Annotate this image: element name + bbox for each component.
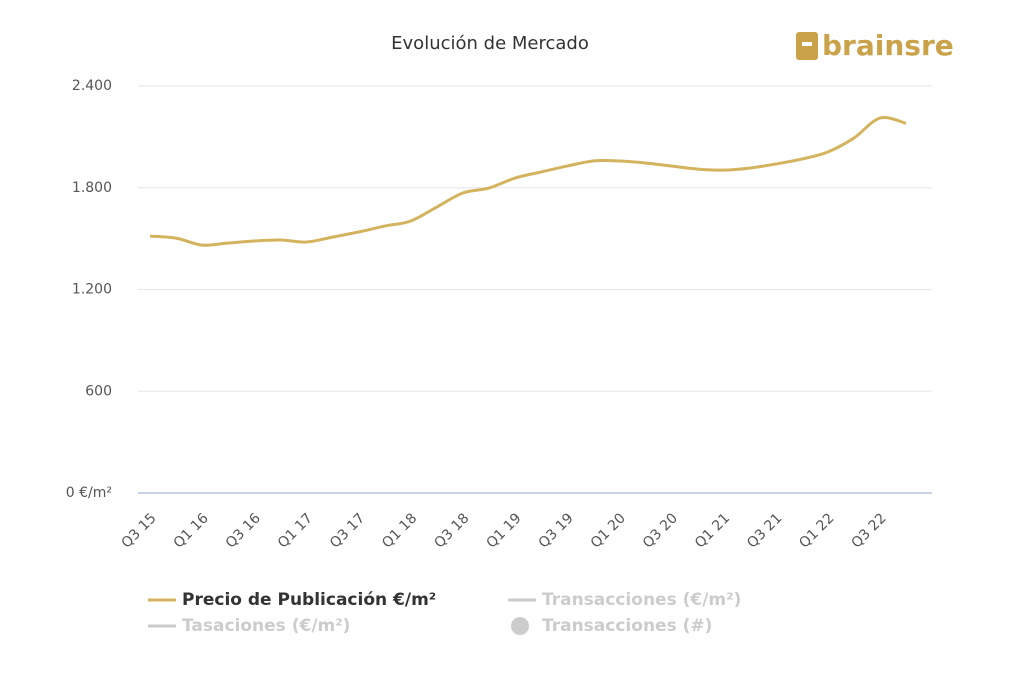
y-tick-label: 600 [85,383,112,399]
logo: brainsre [796,29,954,62]
legend-swatch [511,617,529,635]
x-tick-label: Q3 16 [223,510,264,551]
x-tick-label: Q3 19 [536,510,577,551]
logo-icon-bar [802,42,812,46]
x-tick-label: Q1 22 [796,510,837,551]
legend-label: Tasaciones (€/m²) [182,616,350,636]
series-line [149,116,907,247]
x-tick-label: Q1 17 [275,510,316,551]
x-tick-label: Q1 20 [588,510,629,551]
x-tick-label: Q3 18 [431,510,472,551]
legend-label: Precio de Publicación €/m² [182,590,436,610]
y-tick-label: 1.200 [72,282,112,298]
x-tick-label: Q1 18 [379,510,420,551]
y-tick-label: 0 €/m² [66,485,112,501]
x-tick-label: Q1 16 [171,510,212,551]
x-tick-label: Q1 21 [692,510,733,551]
logo-text: brainsre [822,29,954,62]
y-tick-label: 2.400 [72,78,112,94]
x-tick-label: Q1 19 [483,510,524,551]
x-tick-label: Q3 20 [640,510,681,551]
legend-label: Transacciones (€/m²) [542,590,741,610]
x-tick-label: Q3 22 [848,510,889,551]
legend-label: Transacciones (#) [542,616,712,636]
chart-title: Evolución de Mercado [391,33,589,54]
x-tick-label: Q3 15 [119,510,160,551]
y-tick-label: 1.800 [72,180,112,196]
x-tick-label: Q3 17 [327,510,368,551]
x-tick-label: Q3 21 [744,510,785,551]
